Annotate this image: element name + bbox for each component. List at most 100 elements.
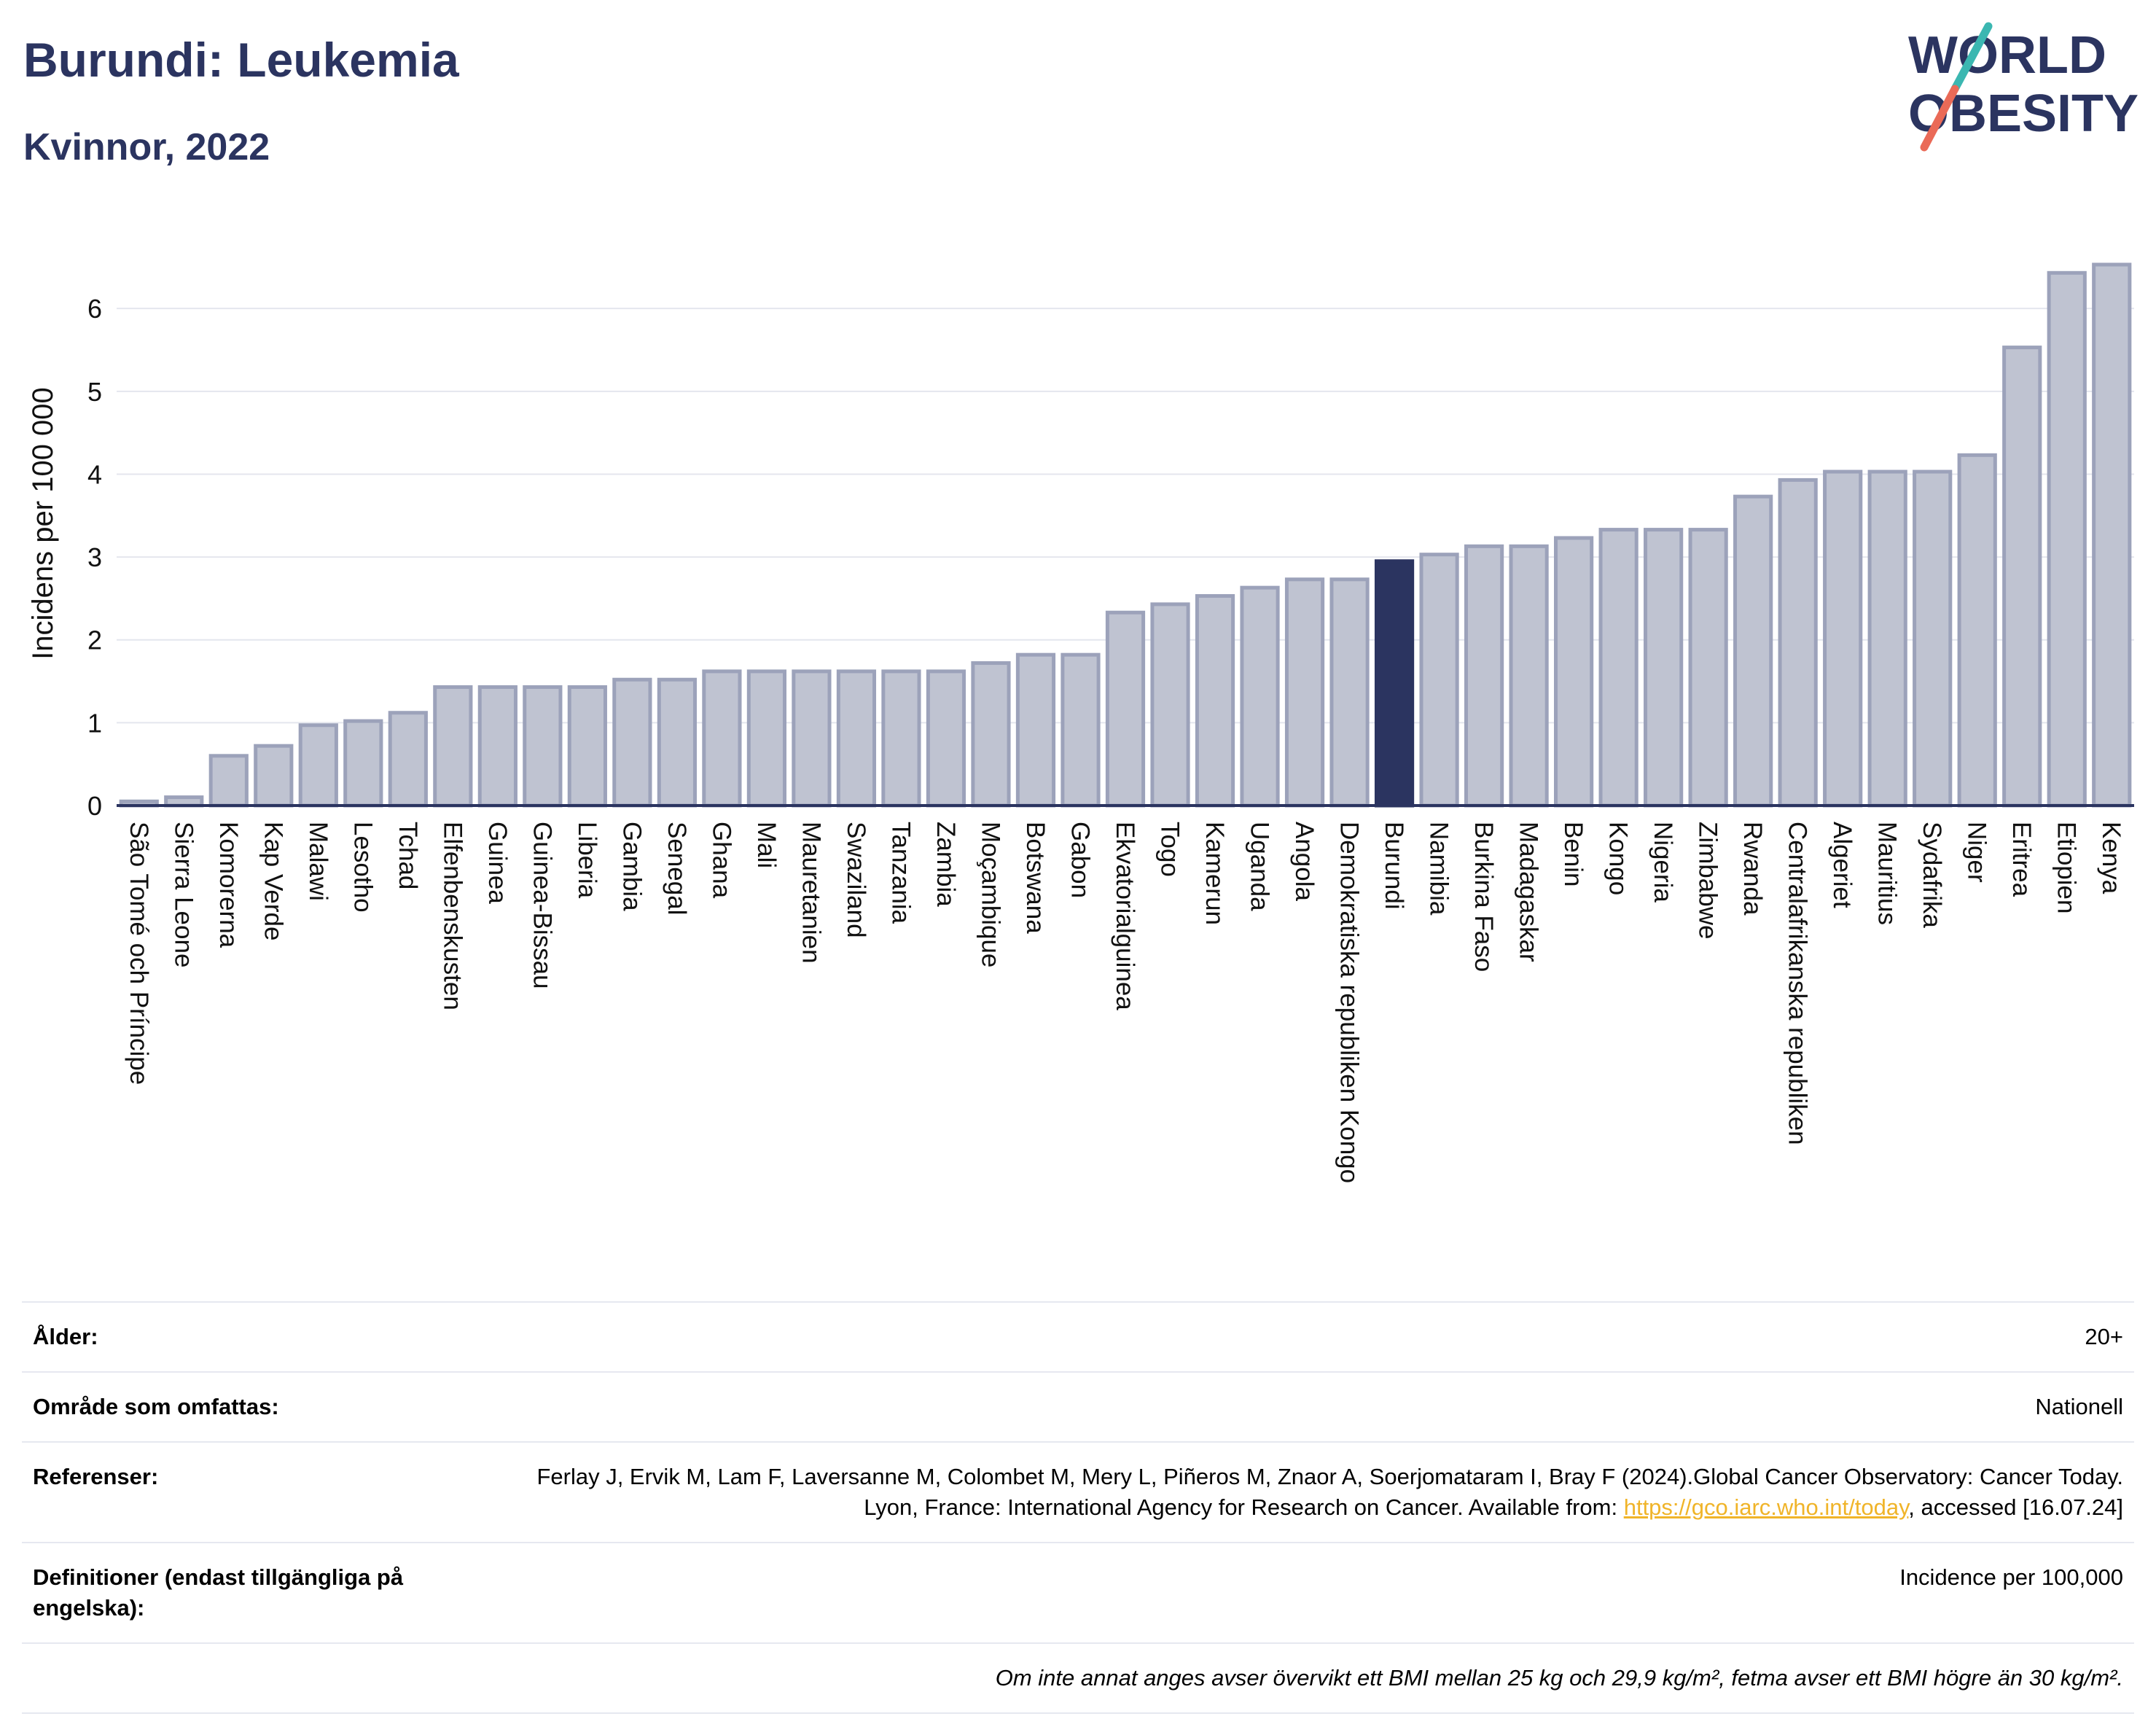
- x-tick-label: Liberia: [573, 822, 601, 899]
- bar: [746, 669, 787, 808]
- x-tick-label: Senegal: [663, 822, 691, 915]
- x-tick-label: Kongo: [1604, 822, 1633, 895]
- bar: [1195, 594, 1235, 808]
- bars: [117, 262, 2134, 808]
- y-tick-label: 4: [87, 459, 102, 489]
- x-tick-label: Angola: [1290, 822, 1319, 902]
- y-tick-label: 5: [87, 377, 102, 407]
- x-tick-label: Algeriet: [1828, 822, 1856, 908]
- bar: [1913, 469, 1953, 808]
- x-tick-label: Zimbabwe: [1694, 822, 1722, 939]
- x-tick-label: Centralafrikanska republiken: [1784, 822, 1812, 1145]
- x-tick-label: Guinea: [483, 822, 512, 904]
- bar: [1061, 652, 1101, 808]
- bar: [2092, 262, 2132, 808]
- bar: [1688, 528, 1728, 808]
- x-tick-label: Gambia: [617, 822, 646, 911]
- x-tick-label: Kap Verde: [259, 822, 287, 940]
- bar: [1778, 477, 1818, 808]
- bar: [702, 669, 742, 808]
- x-tick-label: Kamerun: [1200, 822, 1229, 925]
- x-tick-label: Ghana: [707, 822, 735, 899]
- bar: [1464, 544, 1504, 808]
- info-table: Ålder: 20+ Område som omfattas: Nationel…: [22, 1301, 2134, 1714]
- x-tick-label: Etiopien: [2053, 822, 2081, 913]
- x-tick-label: Rwanda: [1738, 822, 1767, 916]
- x-tick-label: Gabon: [1066, 822, 1094, 898]
- reference-link[interactable]: https://gco.iarc.who.int/today: [1623, 1494, 1909, 1520]
- logo-slash-top: [1950, 22, 1993, 93]
- x-tick-label: Ekvatorialguinea: [1111, 822, 1139, 1010]
- info-label: Referenser:: [33, 1464, 159, 1489]
- x-tick-label: Guinea-Bissau: [528, 822, 556, 989]
- page-subtitle: Kvinnor, 2022: [23, 126, 270, 168]
- info-row-area: Område som omfattas: Nationell: [22, 1371, 2134, 1441]
- bar: [1284, 577, 1325, 808]
- x-tick-label: Nigeria: [1649, 822, 1677, 902]
- bar: [208, 754, 249, 808]
- x-tick-label: Botswana: [1021, 822, 1050, 934]
- x-tick-label: Elfenbenskusten: [438, 822, 466, 1010]
- x-tick-label: Sierra Leone: [169, 822, 198, 967]
- y-tick-labels: 0 1 2 3 4 5 6: [87, 294, 102, 821]
- bar: [1867, 469, 1907, 808]
- x-tick-label: Moçambique: [976, 822, 1004, 967]
- bar: [971, 661, 1011, 808]
- x-tick-label: São Tomé och Príncipe: [125, 822, 153, 1085]
- x-tick-label: Benin: [1559, 822, 1587, 887]
- x-tick-label: Namibia: [1425, 822, 1453, 916]
- info-label: Definitioner (endast tillgängliga på eng…: [33, 1564, 404, 1621]
- x-tick-label: Mauretanien: [797, 822, 825, 964]
- logo-slash-bottom: [1920, 85, 1959, 152]
- x-tick-label: Zambia: [931, 822, 960, 907]
- x-tick-label: Mali: [752, 822, 781, 868]
- x-tick-label: Uganda: [1246, 822, 1274, 911]
- x-tick-label: Swaziland: [842, 822, 870, 938]
- bar: [1554, 536, 1594, 808]
- bar: [1644, 528, 1684, 808]
- logo-line1: WORLD: [1908, 26, 2106, 85]
- bar: [926, 669, 966, 808]
- bar: [657, 677, 697, 808]
- bar: [1150, 602, 1190, 808]
- bar: [836, 669, 877, 808]
- x-tick-label: Togo: [1156, 822, 1184, 877]
- bar: [2002, 346, 2042, 808]
- info-row-definitions: Definitioner (endast tillgängliga på eng…: [22, 1542, 2134, 1642]
- bar: [388, 711, 428, 808]
- bar: [1105, 610, 1146, 808]
- bar: [1015, 652, 1056, 808]
- bar: [523, 685, 563, 808]
- bar: [567, 685, 607, 808]
- info-row-references: Referenser: Ferlay J, Ervik M, Lam F, La…: [22, 1441, 2134, 1542]
- x-tick-label: Burundi: [1380, 822, 1408, 910]
- y-tick-label: 3: [87, 542, 102, 572]
- y-tick-label: 0: [87, 791, 102, 821]
- bar-chart: 0 1 2 3 4 5 6 São Tomé och Príncipe Sierra Leon…: [27, 262, 2134, 1183]
- reference-accessed: , accessed [16.07.24]: [1908, 1494, 2123, 1520]
- x-tick-label: Eritrea: [2007, 822, 2036, 897]
- bar: [1240, 585, 1280, 808]
- bar: [298, 723, 338, 808]
- bar: [1733, 494, 1773, 808]
- bar: [254, 744, 294, 808]
- x-tick-label: Tanzania: [886, 822, 915, 924]
- x-tick-label: Demokratiska republiken Kongo: [1335, 822, 1364, 1183]
- bar: [433, 685, 473, 808]
- x-tick-label: Niger: [1963, 822, 1991, 883]
- info-row-age: Ålder: 20+: [22, 1301, 2134, 1371]
- bar: [477, 685, 517, 808]
- bar: [1329, 577, 1370, 808]
- x-tick-labels: São Tomé och Príncipe Sierra Leone Komorer…: [125, 822, 2125, 1183]
- bar: [612, 677, 652, 808]
- x-tick-label: Madagaskar: [1515, 822, 1543, 962]
- y-tick-label: 2: [87, 625, 102, 655]
- bar: [343, 719, 383, 808]
- y-axis-label: Incidens per 100 000: [27, 387, 59, 660]
- bar: [1419, 553, 1459, 808]
- info-row-note: Om inte annat anges avser övervikt ett B…: [22, 1642, 2134, 1714]
- info-label: Ålder:: [33, 1324, 98, 1349]
- x-tick-label: Komorerna: [214, 822, 243, 948]
- x-tick-label: Mauritius: [1873, 822, 1902, 925]
- info-label: Område som omfattas:: [33, 1394, 279, 1419]
